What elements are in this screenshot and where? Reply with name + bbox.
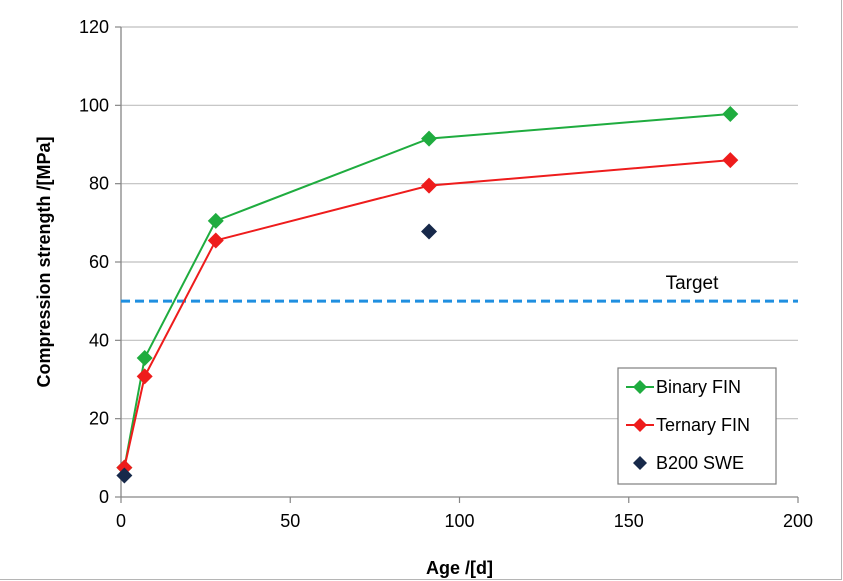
y-tick-label-80: 80 bbox=[89, 174, 109, 194]
y-axis-title: Compression strength /[MPa] bbox=[34, 136, 54, 387]
legend-item-0: Binary FIN bbox=[626, 377, 741, 397]
legend-label-2: B200 SWE bbox=[656, 453, 744, 473]
series-0-point-4 bbox=[722, 105, 739, 122]
series-0-point-3 bbox=[421, 130, 438, 147]
y-tick-label-0: 0 bbox=[99, 487, 109, 507]
x-tick-label-150: 150 bbox=[614, 511, 644, 531]
series-2-point-1 bbox=[421, 223, 438, 240]
legend-item-1: Ternary FIN bbox=[626, 415, 750, 435]
legend-items: Binary FIN Ternary FIN B200 SWE bbox=[626, 377, 750, 473]
series-1-point-1 bbox=[136, 368, 153, 385]
y-tick-label-100: 100 bbox=[79, 95, 109, 115]
series-0-point-2 bbox=[207, 212, 224, 229]
legend-marker-2 bbox=[633, 456, 647, 470]
legend-label-0: Binary FIN bbox=[656, 377, 741, 397]
legend: Binary FIN Ternary FIN B200 SWE bbox=[617, 367, 777, 485]
x-tick-label-0: 0 bbox=[116, 511, 126, 531]
legend-marker-0 bbox=[633, 380, 647, 394]
reference-label-0: Target bbox=[666, 273, 720, 294]
series-0-point-1 bbox=[136, 349, 153, 366]
grid-layer bbox=[121, 26, 798, 420]
legend-item-2: B200 SWE bbox=[633, 453, 744, 473]
y-tick-label-20: 20 bbox=[89, 409, 109, 429]
series-2 bbox=[116, 223, 438, 484]
x-tick-label-100: 100 bbox=[444, 511, 474, 531]
legend-marker-1 bbox=[633, 418, 647, 432]
tick-layer: 0 20 40 60 80 100 120 0 50 100 150 200 bbox=[79, 17, 813, 531]
series-layer bbox=[116, 105, 739, 484]
x-tick-label-200: 200 bbox=[783, 511, 813, 531]
series-2-point-0 bbox=[116, 467, 133, 484]
series-1-point-2 bbox=[207, 232, 224, 249]
x-tick-label-50: 50 bbox=[280, 511, 300, 531]
reference-layer: Target bbox=[121, 273, 798, 303]
y-tick-label-120: 120 bbox=[79, 17, 109, 37]
series-1-point-4 bbox=[722, 152, 739, 169]
x-axis-title: Age /[d] bbox=[426, 558, 493, 578]
series-1-point-3 bbox=[421, 177, 438, 194]
y-tick-label-60: 60 bbox=[89, 252, 109, 272]
y-tick-label-40: 40 bbox=[89, 330, 109, 350]
legend-label-1: Ternary FIN bbox=[656, 415, 750, 435]
